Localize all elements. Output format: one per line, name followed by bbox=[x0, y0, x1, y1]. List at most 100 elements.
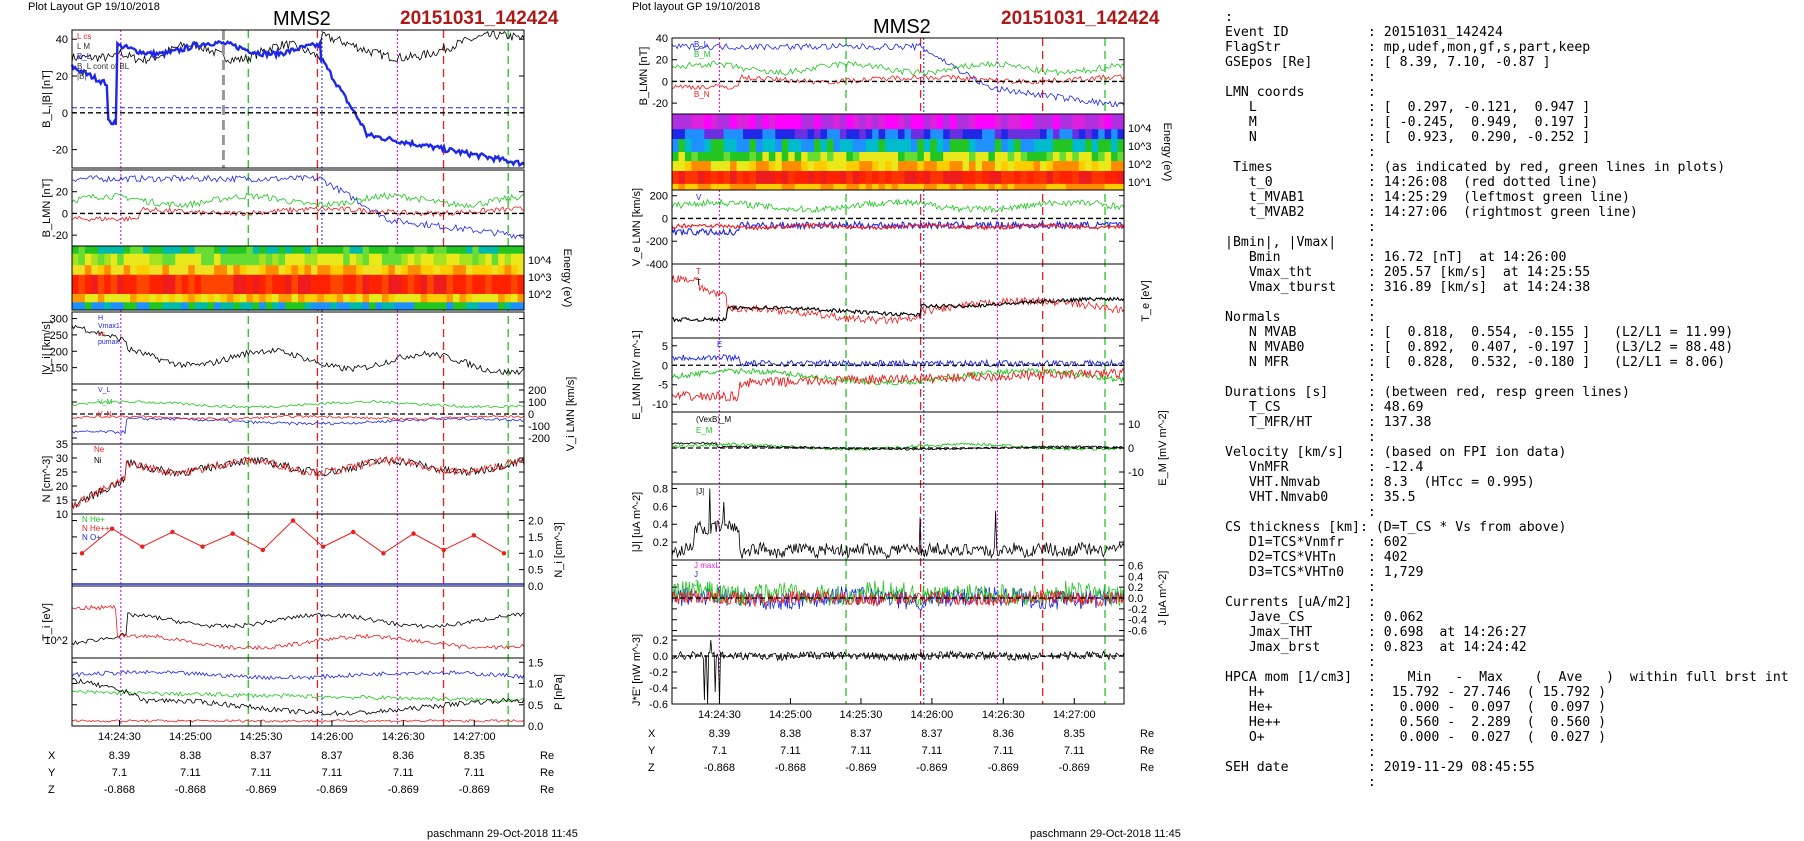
y-tick-label: 20 bbox=[656, 55, 668, 67]
position-row-label: Y bbox=[648, 745, 656, 757]
position-value: -0.869 bbox=[988, 762, 1019, 774]
legend-label: J bbox=[694, 579, 698, 588]
y-tick-label: 2.0 bbox=[528, 516, 543, 528]
B-LMN-panel-right bbox=[671, 37, 1125, 115]
legend-label: B_L cont of BL bbox=[77, 62, 130, 71]
position-value: 8.37 bbox=[321, 750, 342, 762]
position-value: 7.11 bbox=[180, 767, 201, 779]
summary-line: Velocity [km/s] : (based on FPI ion data… bbox=[1225, 445, 1567, 460]
y-tick-label: -0.6 bbox=[1128, 626, 1147, 638]
summary-line: T_MFR/HT : 137.38 bbox=[1225, 415, 1432, 430]
position-value: 7.1 bbox=[712, 745, 727, 757]
y-axis-label: B_LMN [nT] bbox=[41, 179, 53, 238]
y-tick-label: 0.0 bbox=[528, 721, 543, 733]
y-tick-label: 10^4 bbox=[1128, 123, 1152, 135]
summary-line: : bbox=[1225, 145, 1376, 160]
summary-line: LMN coords : bbox=[1225, 85, 1376, 100]
position-value: -0.868 bbox=[704, 762, 735, 774]
data-point bbox=[290, 518, 296, 523]
y-tick-label: -100 bbox=[528, 421, 550, 433]
summary-line: D1=TCS*Vnmfr : 602 bbox=[1225, 535, 1408, 550]
y-tick-label: 0 bbox=[528, 409, 534, 421]
y-tick-label: 40 bbox=[656, 33, 668, 45]
x-tick-label: 14:26:00 bbox=[910, 709, 953, 721]
B-L-line bbox=[671, 42, 1125, 108]
y-tick-label: 250 bbox=[50, 330, 68, 342]
y-tick-label: 0 bbox=[662, 360, 668, 372]
position-value: -0.869 bbox=[916, 762, 947, 774]
y-tick-label: 1.5 bbox=[528, 657, 543, 669]
data-point bbox=[381, 551, 386, 556]
summary-line: Jmax_brst : 0.823 at 14:24:42 bbox=[1225, 640, 1527, 655]
position-unit: Re bbox=[540, 784, 554, 796]
summary-line: D3=TCS*VHTn0 : 1,729 bbox=[1225, 565, 1424, 580]
y-tick-label: 20 bbox=[56, 187, 68, 199]
y-axis-label: N_i [cm^-3] bbox=[553, 522, 565, 577]
summary-line: N MFR : [ 0.828, 0.532, -0.180 ] (L2/L1 … bbox=[1225, 355, 1726, 370]
data-point bbox=[79, 551, 85, 556]
P-line bbox=[71, 689, 525, 703]
y-tick-label: 0 bbox=[662, 213, 668, 225]
x-tick-label: 14:25:30 bbox=[240, 731, 283, 743]
E-N-line bbox=[671, 367, 1125, 402]
position-value: 7.11 bbox=[851, 745, 872, 757]
summary-line: O+ : 0.000 - 0.027 ( 0.027 ) bbox=[1225, 730, 1607, 745]
y-tick-label: 30 bbox=[56, 453, 68, 465]
V-L-line bbox=[671, 219, 1125, 237]
legend-label: N O+ bbox=[82, 533, 101, 542]
position-value: -0.869 bbox=[245, 784, 276, 796]
y-tick-label: -0.6 bbox=[649, 699, 668, 711]
summary-line: : bbox=[1225, 430, 1376, 445]
y-tick-label: 10^4 bbox=[528, 255, 552, 267]
y-tick-label: -0.2 bbox=[649, 667, 668, 679]
y-tick-label: 10^2 bbox=[528, 289, 552, 301]
y-tick-label: 200 bbox=[50, 346, 68, 358]
legend-label: |B| bbox=[77, 72, 87, 81]
summary-line: SEH date : 2019-11-29 08:45:55 bbox=[1225, 760, 1535, 775]
y-tick-label: 10 bbox=[1128, 419, 1140, 431]
summary-line: N MVAB : [ 0.818, 0.554, -0.155 ] (L2/L1… bbox=[1225, 325, 1734, 340]
data-point bbox=[501, 551, 507, 556]
legend-label: L cs bbox=[77, 32, 91, 41]
ion-energy-spectrogram bbox=[72, 246, 525, 311]
summary-line: L : [ 0.297, -0.121, 0.947 ] bbox=[1225, 100, 1591, 115]
position-row-label: X bbox=[48, 750, 56, 762]
summary-line: : bbox=[1225, 505, 1376, 520]
data-point bbox=[411, 531, 416, 536]
y-tick-label: 0 bbox=[1128, 443, 1134, 455]
summary-line: D2=TCS*VHTn : 402 bbox=[1225, 550, 1408, 565]
data-point bbox=[441, 547, 446, 553]
summary-line: Times : (as indicated by red, green line… bbox=[1225, 160, 1726, 175]
summary-line: N : [ 0.923, 0.290, -0.252 ] bbox=[1225, 130, 1591, 145]
legend-label: V_M bbox=[98, 399, 113, 406]
P-p-line bbox=[71, 677, 525, 717]
legend-label: Ne bbox=[94, 445, 105, 454]
y-tick-label: -20 bbox=[52, 145, 68, 157]
electron-energy-spectrogram bbox=[672, 114, 1125, 191]
position-row-label: Z bbox=[48, 784, 55, 796]
y-tick-label: -0.2 bbox=[1128, 604, 1147, 616]
position-value: -0.869 bbox=[388, 784, 419, 796]
B-N-line bbox=[71, 206, 525, 222]
position-value: 7.11 bbox=[993, 745, 1014, 757]
data-point bbox=[170, 529, 175, 535]
position-value: 8.36 bbox=[393, 750, 414, 762]
summary-line: VHT.Nmvab0 : 35.5 bbox=[1225, 490, 1416, 505]
y-tick-label: 0 bbox=[62, 108, 68, 120]
summary-line: Durations [s] : (between red, resp green… bbox=[1225, 385, 1630, 400]
E-L-line bbox=[671, 353, 1125, 368]
y-tick-label: -20 bbox=[52, 230, 68, 242]
y-tick-label: 0.0 bbox=[1128, 593, 1143, 605]
y-tick-label: 200 bbox=[528, 385, 546, 397]
y-tick-label: 100 bbox=[528, 397, 546, 409]
summary-line: FlagStr : mp,udef,mon,gf,s,part,keep bbox=[1225, 40, 1591, 55]
position-value: -0.868 bbox=[104, 784, 135, 796]
J-magnitude-line bbox=[671, 488, 1125, 560]
position-row-label: Z bbox=[648, 762, 655, 774]
legend-label: (VexB)_M bbox=[696, 415, 731, 424]
legend-label: N He++ bbox=[82, 524, 110, 533]
B-L-line bbox=[71, 174, 525, 240]
legend-label: Vmax1 bbox=[98, 323, 120, 330]
T-i-panel bbox=[71, 585, 525, 659]
y-tick-label: -5 bbox=[658, 380, 668, 392]
